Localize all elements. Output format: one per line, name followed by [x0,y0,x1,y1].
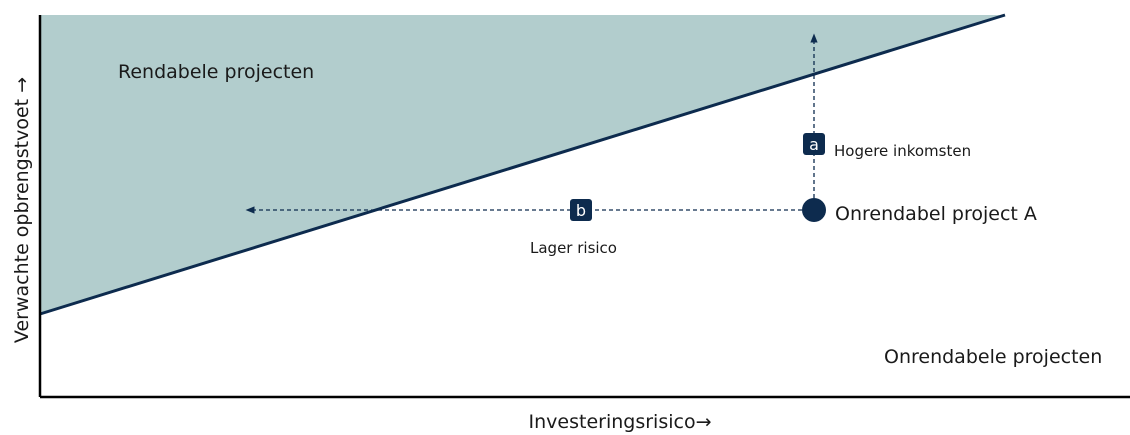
region-label: Rendabele projecten [118,61,314,83]
project-label: Onrendabel project A [835,203,1037,225]
project-point [802,198,826,222]
move-label: Lager risico [530,239,617,257]
marker-box [803,133,825,155]
marker: b [576,201,586,220]
x-axis-label: Investeringsrisico→ [529,411,712,433]
region-label: Onrendabele projecten [884,346,1102,368]
y-axis-label: Verwachte opbrengstvoet → [11,77,33,343]
move-label: Hogere inkomsten [834,142,971,160]
marker: a [809,135,819,154]
marker-box [570,199,592,221]
threshold-line [39,13,1006,316]
